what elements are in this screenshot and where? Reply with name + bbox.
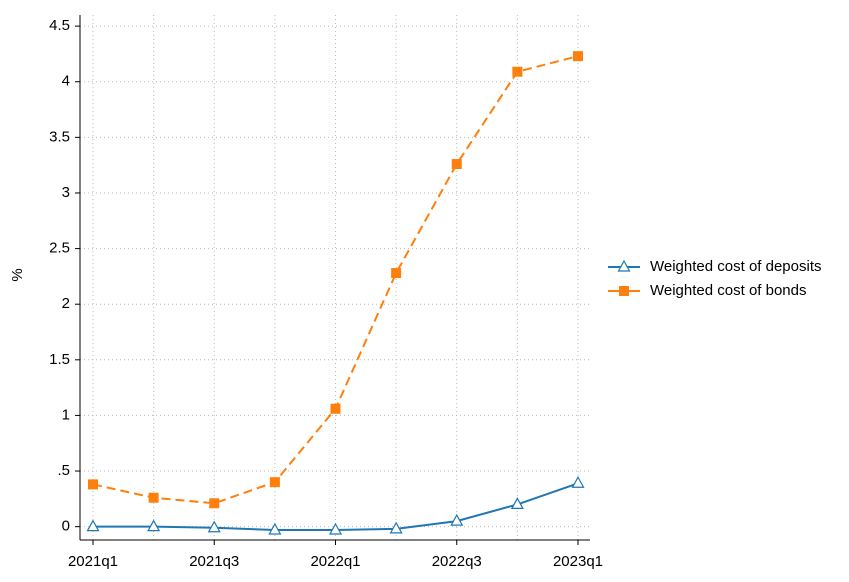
data-point [389,521,403,534]
data-point [207,520,221,533]
data-point [510,497,524,510]
x-tick-label: 2021q1 [68,553,118,570]
data-point [328,522,343,535]
y-tick-label: 1 [62,406,70,423]
legend-label: Weighted cost of deposits [650,258,822,275]
y-axis-title: % [9,268,26,281]
legend-marker [617,259,631,272]
data-point [391,268,402,279]
y-tick-label: 3 [62,184,70,201]
data-point [512,66,523,77]
data-point [268,522,282,535]
data-point [86,519,100,532]
x-tick-label: 2023q1 [553,553,603,570]
y-tick-label: 0 [62,518,70,535]
data-point [209,498,220,509]
data-point [269,477,280,488]
y-tick-label: 4 [62,73,70,90]
x-tick-label: 2021q3 [189,553,239,570]
data-point [88,479,98,490]
data-point [450,513,464,526]
x-tick-label: 2022q1 [310,553,360,570]
y-tick-label: 2.5 [49,240,70,257]
data-point [571,476,585,488]
y-tick-label: 1.5 [49,351,70,368]
x-tick-label: 2022q3 [432,553,482,570]
data-point [147,519,161,532]
data-point [148,492,159,503]
legend-label: Weighted cost of bonds [650,282,807,299]
y-tick-label: 4.5 [49,17,70,34]
data-point [330,403,341,414]
data-point [573,51,583,62]
data-point [451,159,462,170]
y-tick-label: .5 [57,462,70,479]
y-tick-label: 2 [62,295,70,312]
y-tick-label: 3.5 [49,128,70,145]
legend-marker [619,286,629,296]
